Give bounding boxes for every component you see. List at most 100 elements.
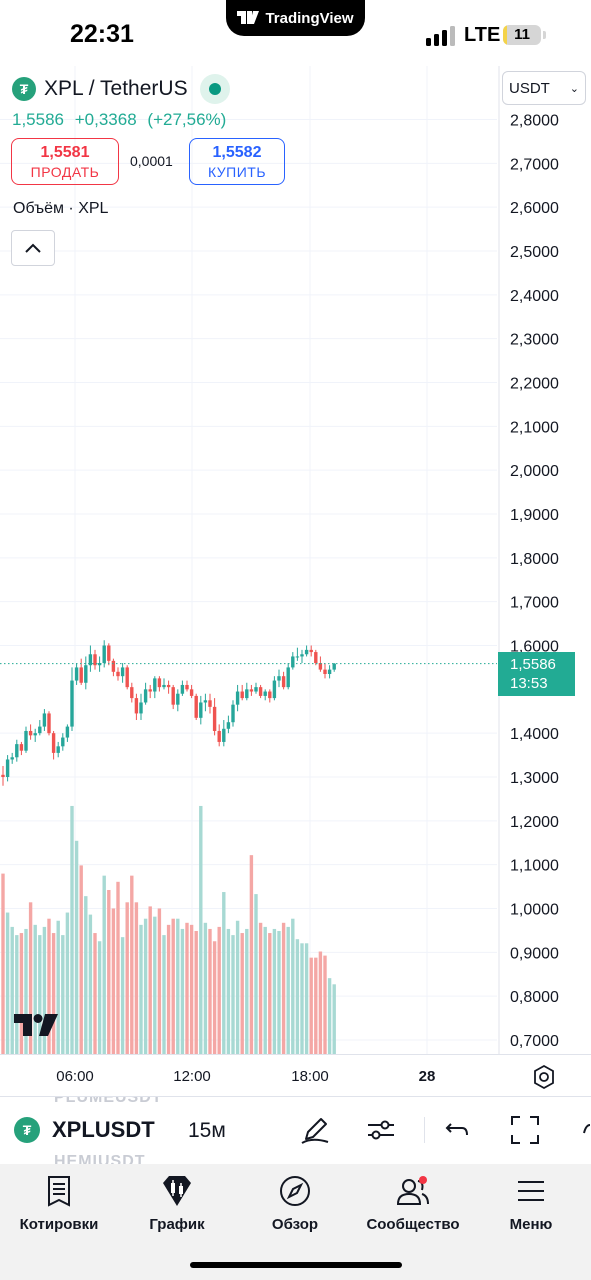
tether-logo-icon: ₮ (14, 1117, 40, 1143)
symbol-header[interactable]: ₮ XPL / TetherUS (12, 74, 230, 104)
volume-bar (15, 935, 19, 1054)
candle-body (199, 702, 203, 718)
nav-item-quotes[interactable]: Котировки (0, 1174, 118, 1233)
price-tick-label: 1,2000 (510, 814, 559, 831)
candle-body (309, 649, 313, 653)
chart-toolbar: PLUMEUSDT HEMIUSDT ₮ XPLUSDT 15м (0, 1096, 591, 1164)
time-label: 12:00 (173, 1068, 211, 1085)
nav-item-explore[interactable]: Обзор (236, 1174, 354, 1233)
volume-bar (24, 928, 28, 1054)
collapse-legend-button[interactable] (11, 230, 55, 266)
price-tick-label: 2,7000 (510, 156, 559, 173)
tradingview-watermark-icon (14, 1014, 58, 1036)
volume-bar (176, 918, 180, 1054)
volume-bar (70, 805, 74, 1054)
candle-body (157, 678, 162, 688)
price-change-percent: (+27,56%) (147, 110, 227, 129)
chart-canvas[interactable]: 2,8000 2,7000 2,6000 2,5000 2,4000 2,3000 2,20… (0, 66, 591, 1056)
network-type: LTE (464, 24, 501, 46)
buy-button[interactable]: 1,5582 КУПИТЬ (189, 138, 285, 185)
volume-bar (314, 957, 318, 1054)
tradingview-logo-icon (237, 11, 260, 24)
candle-body (185, 684, 189, 690)
price-tick-label: 1,1000 (510, 858, 559, 875)
indicators-icon[interactable] (364, 1113, 398, 1147)
candle-body (162, 684, 166, 688)
more-tools-icon[interactable] (578, 1113, 591, 1147)
volume-bar (286, 926, 290, 1054)
candle-body (300, 654, 304, 657)
nav-label: Обзор (271, 1216, 319, 1233)
volume-bar (180, 928, 185, 1054)
volume-bar (231, 935, 235, 1054)
volume-bar (199, 805, 203, 1054)
chart-area[interactable]: 2,8000 2,7000 2,6000 2,5000 2,4000 2,3000 2,20… (0, 66, 591, 1096)
candle-body (194, 695, 198, 718)
bar-countdown: 13:53 (510, 675, 548, 692)
chevron-up-icon (25, 243, 41, 253)
price-tick-label: 2,4000 (510, 288, 559, 305)
candle-body (332, 663, 336, 670)
currency-select[interactable]: USDT ⌄ (502, 71, 586, 105)
chart-settings-icon[interactable] (530, 1063, 558, 1091)
volume-bar (208, 928, 212, 1054)
candle-body (65, 726, 70, 738)
interval-button[interactable]: 15м (188, 1119, 226, 1142)
volume-bar (217, 926, 221, 1054)
volume-bar (10, 926, 14, 1054)
nav-item-chart[interactable]: График (118, 1174, 236, 1233)
candle-body (166, 684, 171, 688)
volume-bar (148, 906, 152, 1054)
candle-body (189, 689, 194, 696)
toolbar-divider (424, 1117, 425, 1143)
sell-price: 1,5581 (40, 144, 90, 161)
volume-bar (222, 892, 226, 1054)
candle-body (268, 691, 272, 699)
symbol-title[interactable]: XPL / TetherUS (44, 77, 188, 100)
candle-body (272, 680, 277, 699)
nav-item-community[interactable]: Сообщество (354, 1174, 472, 1233)
candle-body (139, 702, 143, 714)
candle-body (61, 737, 65, 747)
candle-body (171, 687, 175, 705)
volume-bar (295, 939, 300, 1054)
price-tick-label: 1,8000 (510, 551, 559, 568)
candle-body (323, 669, 327, 674)
candle-body (254, 687, 258, 692)
candle-body (125, 667, 129, 688)
chevron-down-icon: ⌄ (569, 82, 579, 95)
undo-icon[interactable] (442, 1113, 476, 1147)
home-indicator[interactable] (190, 1262, 402, 1268)
volume-bar (235, 920, 240, 1054)
price-tick-label: 2,1000 (510, 419, 559, 436)
candle-body (51, 733, 56, 753)
candle-body (102, 645, 106, 664)
market-open-icon[interactable] (199, 74, 230, 104)
nav-item-menu[interactable]: Меню (472, 1174, 590, 1233)
time-axis[interactable]: 06:00 12:00 18:00 28 (0, 1054, 591, 1096)
nav-label: График (149, 1216, 205, 1233)
volume-bar (74, 840, 79, 1054)
status-time: 22:31 (70, 20, 134, 48)
price-tick-label: 2,5000 (510, 244, 559, 261)
toolbar-symbol: XPLUSDT (52, 1117, 155, 1142)
volume-bar (28, 902, 33, 1054)
volume-bar (332, 984, 336, 1054)
candle-body (286, 667, 290, 688)
app-pill[interactable]: TradingView (226, 0, 365, 36)
volume-bar (254, 894, 258, 1054)
volume-bar (65, 912, 70, 1054)
candle-body (208, 700, 212, 707)
volume-bar (171, 918, 175, 1054)
volume-bar (61, 935, 65, 1054)
pen-icon[interactable] (298, 1113, 332, 1147)
sell-label: ПРОДАТЬ (30, 164, 100, 180)
fullscreen-icon[interactable] (508, 1113, 542, 1147)
candle-body (153, 678, 157, 692)
candle-body (314, 652, 318, 664)
volume-bar (93, 933, 97, 1054)
sell-button[interactable]: 1,5581 ПРОДАТЬ (11, 138, 119, 185)
candle-body (33, 733, 37, 736)
toolbar-symbol-button[interactable]: ₮ XPLUSDT (14, 1117, 155, 1143)
volume-legend[interactable]: Объём · XPL (13, 200, 109, 217)
